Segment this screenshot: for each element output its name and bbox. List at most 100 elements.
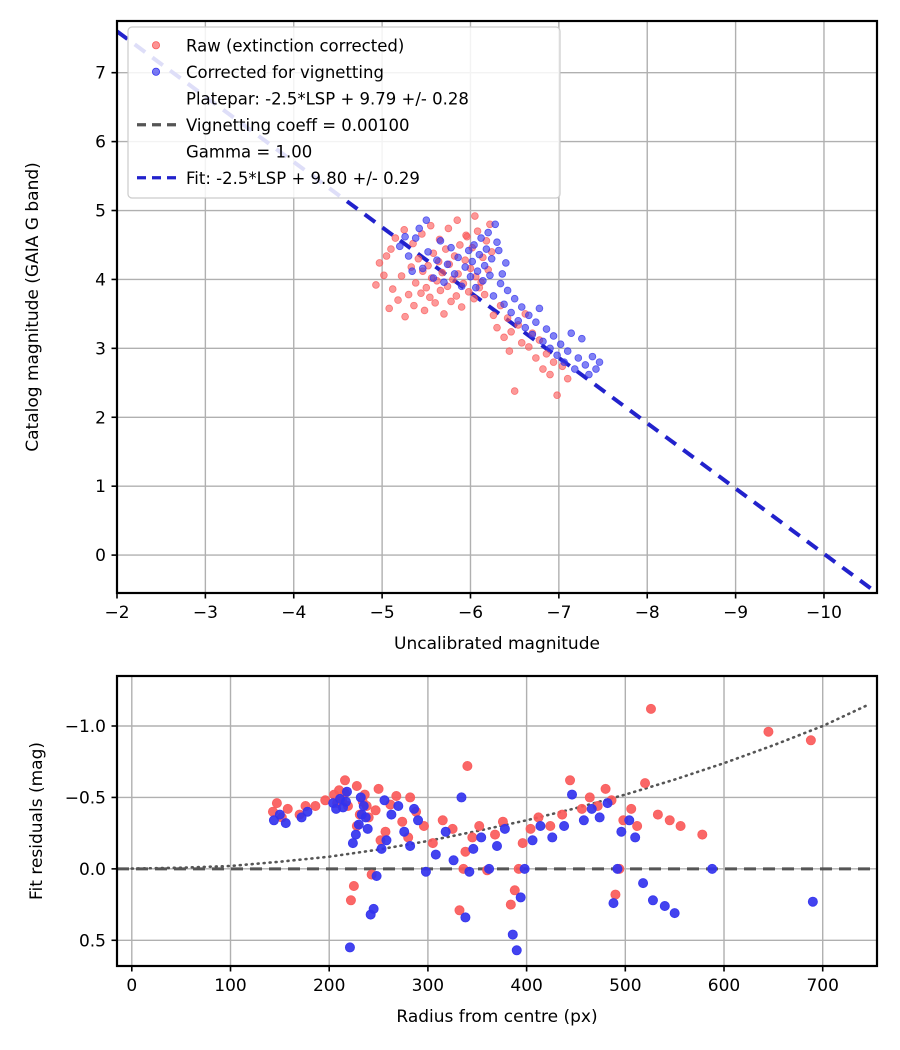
data-point — [486, 271, 494, 280]
data-point — [397, 272, 406, 280]
data-point — [638, 878, 649, 889]
data-point — [395, 242, 404, 251]
data-point — [401, 232, 409, 241]
data-point — [436, 237, 445, 245]
x-tick-label: −2 — [104, 603, 129, 623]
data-point — [457, 303, 466, 311]
y-tick-label: −0.5 — [65, 788, 106, 808]
data-point — [480, 261, 489, 270]
legend-entry-label: Corrected for vignetting — [186, 63, 384, 82]
data-point — [443, 260, 452, 269]
data-point — [532, 318, 540, 326]
data-point — [475, 250, 484, 259]
data-point — [417, 289, 425, 298]
series-corrected — [395, 216, 604, 379]
data-point — [763, 726, 774, 737]
y-tick-label: 1 — [95, 477, 106, 497]
data-point — [405, 841, 416, 852]
data-point — [368, 903, 379, 914]
data-point — [527, 835, 538, 846]
data-point — [362, 823, 373, 834]
data-point — [404, 252, 413, 260]
data-point — [385, 304, 393, 313]
data-point — [491, 220, 500, 229]
data-point — [456, 792, 467, 803]
x-tick-label: −9 — [723, 603, 748, 623]
data-point — [563, 374, 572, 383]
data-point — [574, 354, 583, 362]
data-point — [397, 816, 408, 827]
data-point — [567, 789, 578, 800]
data-point — [477, 234, 485, 242]
data-point — [517, 339, 526, 347]
data-point — [542, 350, 551, 358]
data-point — [546, 344, 554, 353]
axes-frame — [115, 19, 879, 595]
data-point — [473, 227, 482, 235]
data-point — [462, 761, 473, 772]
data-point — [594, 812, 605, 823]
data-point — [436, 286, 445, 295]
data-point — [372, 281, 380, 289]
x-tick-label: −5 — [370, 603, 395, 623]
data-point — [400, 226, 409, 234]
x-axis-label: Uncalibrated magnitude — [394, 634, 600, 654]
x-tick-label: 100 — [214, 976, 246, 996]
legend-entry-label: Platepar: -2.5*LSP + 9.79 +/- 0.28 — [186, 89, 469, 108]
data-point — [535, 821, 546, 832]
data-point — [807, 896, 818, 907]
data-point — [511, 945, 522, 956]
data-point — [498, 270, 507, 278]
data-point — [503, 314, 512, 322]
data-point — [632, 821, 643, 832]
data-point — [556, 340, 565, 349]
data-point — [444, 224, 453, 233]
x-tick-label: −3 — [193, 603, 218, 623]
data-point — [507, 308, 515, 317]
data-point — [371, 871, 382, 882]
data-point — [484, 863, 495, 874]
data-point — [353, 819, 364, 830]
data-point — [535, 304, 544, 313]
x-tick-label: 600 — [708, 976, 740, 996]
data-point — [470, 294, 478, 303]
data-point — [570, 365, 579, 373]
x-tick-label: 700 — [806, 976, 838, 996]
data-point — [502, 259, 510, 267]
data-point — [310, 801, 321, 812]
data-point — [433, 256, 441, 264]
x-tick-label: −4 — [281, 603, 306, 623]
data-point — [460, 912, 471, 923]
data-point — [420, 866, 431, 877]
data-point — [424, 248, 432, 256]
data-point — [468, 843, 479, 854]
data-point — [517, 838, 528, 849]
data-point — [454, 253, 462, 262]
data-point — [387, 245, 395, 253]
data-point — [454, 905, 465, 916]
data-point — [401, 312, 409, 321]
y-tick-label: 7 — [95, 64, 106, 84]
data-point — [493, 323, 501, 332]
data-point — [595, 358, 604, 366]
data-point — [464, 288, 473, 296]
data-point — [507, 929, 518, 940]
series-raw — [267, 703, 816, 916]
data-point — [484, 228, 492, 237]
data-point — [539, 365, 547, 373]
x-axis-label: Radius from centre (px) — [396, 1007, 597, 1027]
data-point — [345, 895, 356, 906]
data-point — [391, 234, 400, 242]
data-point — [470, 241, 478, 249]
data-point — [505, 899, 516, 910]
data-point — [491, 841, 502, 852]
data-point — [525, 343, 533, 351]
data-point — [347, 838, 358, 849]
data-point — [422, 216, 431, 224]
legend-marker-icon — [151, 67, 160, 76]
data-point — [448, 855, 459, 866]
data-point — [494, 246, 503, 255]
y-tick-label: 2 — [95, 408, 106, 428]
data-point — [553, 391, 561, 400]
